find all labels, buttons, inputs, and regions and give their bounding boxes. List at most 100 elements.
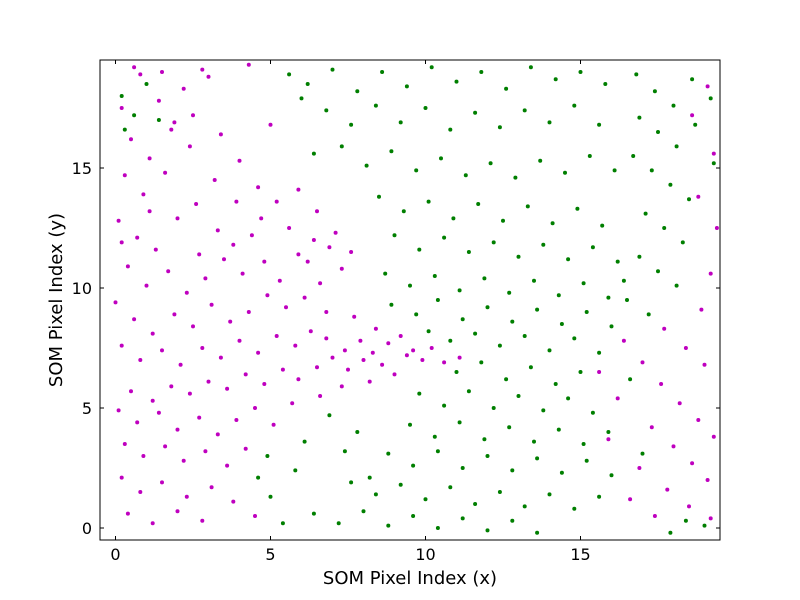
scatter-point <box>327 245 332 250</box>
scatter-point <box>373 103 378 108</box>
scatter-point <box>711 161 716 166</box>
scatter-point <box>209 302 214 307</box>
scatter-point <box>324 108 329 113</box>
scatter-point <box>597 122 602 127</box>
scatter-point <box>160 348 164 353</box>
scatter-point <box>194 202 199 206</box>
scatter-point <box>507 290 512 295</box>
scatter-point <box>256 185 261 190</box>
scatter-point <box>404 84 409 89</box>
scatter-point <box>324 310 329 314</box>
scatter-point <box>191 324 195 329</box>
scatter-point <box>373 492 378 497</box>
scatter-point <box>386 451 391 456</box>
scatter-point <box>572 506 577 511</box>
scatter-point <box>426 199 431 204</box>
scatter-point <box>249 233 254 238</box>
ticks-layer: 0 5 10 15 0 5 10 15 <box>72 60 720 564</box>
scatter-point <box>175 216 180 221</box>
scatter-point <box>156 98 161 103</box>
scatter-point <box>662 326 667 331</box>
scatter-point <box>603 82 608 86</box>
scatter-point <box>277 278 282 283</box>
scatter-point <box>389 149 394 154</box>
scatter-point <box>708 516 713 521</box>
scatter-point <box>274 199 279 204</box>
scatter-point <box>339 144 344 149</box>
scatter-point <box>668 530 673 535</box>
scatter-point <box>609 473 614 478</box>
scatter-point <box>442 235 447 240</box>
scatter-point <box>680 240 685 245</box>
scatter-point <box>398 482 403 487</box>
scatter-point <box>448 485 453 490</box>
scatter-point <box>482 276 487 281</box>
scatter-point <box>367 475 372 480</box>
scatter-point <box>370 350 375 355</box>
scatter-point <box>135 420 140 425</box>
scatter-point <box>510 518 515 523</box>
scatter-point <box>203 449 208 454</box>
scatter-point <box>156 410 161 415</box>
scatter-point <box>231 242 236 247</box>
scatter-point <box>253 406 257 410</box>
scatter-point <box>411 514 416 518</box>
scatter-point <box>308 329 313 334</box>
scatter-point <box>150 331 155 336</box>
scatter-point <box>504 377 509 382</box>
scatter-point <box>482 437 487 442</box>
scatter-point <box>600 223 605 228</box>
scatter-point <box>119 240 124 245</box>
scatter-point <box>581 442 586 446</box>
scatter-point <box>711 151 716 156</box>
scatter-point <box>559 470 564 475</box>
scatter-point <box>566 396 571 401</box>
scatter-point <box>336 521 341 526</box>
scatter-point <box>178 362 183 367</box>
scatter-point <box>702 523 707 528</box>
scatter-point <box>634 72 639 77</box>
scatter-point <box>119 106 124 110</box>
scatter-point <box>253 514 257 518</box>
scatter-point <box>497 343 502 348</box>
scatter-point <box>541 408 546 413</box>
scatter-point <box>414 312 419 317</box>
scatter-point <box>132 113 137 118</box>
scatter-point <box>488 161 493 166</box>
scatter-point <box>420 358 425 362</box>
scatter-point <box>287 226 292 230</box>
scatter-point <box>373 326 378 331</box>
scatter-point <box>225 463 230 468</box>
scatter-point <box>674 144 679 149</box>
scatter-point <box>637 254 642 259</box>
scatter-point <box>138 358 143 362</box>
scatter-point <box>346 367 350 372</box>
scatter-point <box>597 370 602 374</box>
scatter-point <box>200 346 205 350</box>
x-tick-label: 10 <box>415 545 435 564</box>
scatter-point <box>268 494 273 499</box>
scatter-point <box>265 454 270 458</box>
scatter-point <box>280 521 285 526</box>
scatter-point <box>408 422 412 427</box>
scatter-point <box>327 413 332 418</box>
scatter-point <box>476 202 481 206</box>
scatter-point <box>271 422 276 427</box>
scatter-point <box>315 365 319 370</box>
scatter-point <box>460 466 465 470</box>
scatter-point <box>693 122 698 127</box>
scatter-point <box>439 156 443 161</box>
scatter-point <box>606 295 611 300</box>
scatter-point <box>590 245 595 250</box>
scatter-point <box>690 461 695 466</box>
scatter-point <box>191 113 195 118</box>
scatter-point <box>256 350 261 355</box>
scatter-point <box>435 298 440 302</box>
x-tick-label: 5 <box>265 545 275 564</box>
scatter-point <box>206 74 211 79</box>
scatter-point <box>293 468 298 473</box>
scatter-point <box>516 394 521 398</box>
scatter-point <box>625 298 629 302</box>
scatter-point <box>640 360 645 365</box>
